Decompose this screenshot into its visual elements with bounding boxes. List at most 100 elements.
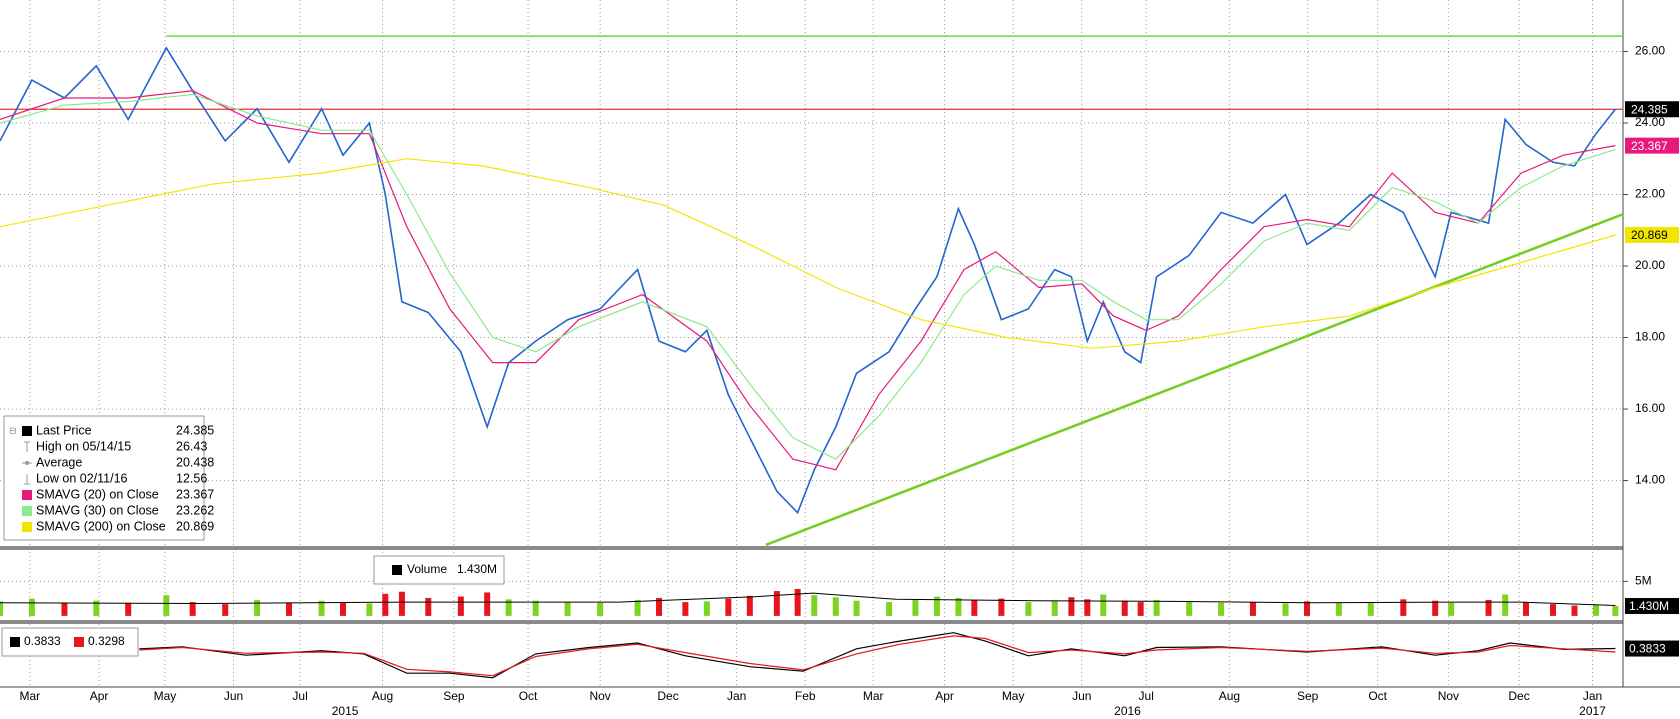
volume-bar [998, 598, 1005, 616]
volume-bar [682, 602, 689, 616]
legend-value: 20.438 [176, 455, 214, 469]
volume-bar [811, 595, 818, 616]
volume-bar [0, 601, 3, 616]
volume-bar [853, 600, 860, 616]
volume-bar [656, 597, 663, 616]
volume-legend-label: Volume [407, 562, 447, 576]
series-line [139, 632, 1616, 679]
legend-box [3, 415, 205, 541]
x-tick-label: Jun [1072, 689, 1091, 703]
year-label: 2016 [1114, 704, 1141, 718]
volume-bar [597, 602, 604, 616]
x-tick-label: Jun [224, 689, 243, 703]
x-tick-label: Jan [1583, 689, 1602, 703]
y-tick-label: 20.00 [1635, 258, 1665, 272]
volume-bar [1485, 600, 1492, 616]
price-line [0, 46, 1617, 515]
legend-value: 26.43 [176, 439, 207, 453]
legend: Last Price 24.385 High on 05/14/15 26.43 Ave… [3, 415, 214, 541]
volume-bar [564, 602, 571, 616]
y-tick-label: 18.00 [1635, 330, 1665, 344]
volume-bar [285, 602, 292, 616]
volume-bar [340, 602, 347, 616]
x-tick-label: Apr [90, 689, 109, 703]
x-tick-label: Jul [292, 689, 307, 703]
volume-average [0, 592, 1616, 606]
volume-bar [1335, 602, 1342, 616]
volume-bar [971, 600, 978, 616]
volume-tag-label: 1.430M [1629, 599, 1669, 613]
trendline [765, 213, 1624, 547]
volume-bar [1068, 597, 1075, 616]
osc-legend-value: 0.3833 [24, 634, 61, 648]
volume-bar [28, 598, 35, 616]
volume-bar [61, 603, 68, 616]
legend-label: SMAVG (30) on Close [36, 503, 159, 517]
volume-bar [1282, 603, 1289, 616]
x-tick-label: Aug [372, 689, 393, 703]
price-tag-label: 20.869 [1631, 228, 1668, 242]
legend-swatch [10, 637, 20, 647]
x-tick-label: Oct [1368, 689, 1387, 703]
volume-bar [1303, 601, 1310, 616]
x-tick-label: Dec [657, 689, 678, 703]
volume-bar [794, 588, 801, 616]
legend-value: 12.56 [176, 471, 207, 485]
x-tick-label: May [154, 689, 177, 703]
year-label: 2015 [332, 704, 359, 718]
volume-bar [634, 600, 641, 616]
volume-bar [398, 591, 405, 616]
volume-bar [703, 601, 710, 616]
volume-bar [832, 597, 839, 616]
price-tag [1625, 226, 1679, 243]
volume-legend-value: 1.430M [457, 562, 497, 576]
legend-label: Average [36, 455, 82, 469]
x-tick-label: Nov [589, 689, 610, 703]
volume-bar [1571, 605, 1578, 616]
volume-bar [254, 600, 261, 616]
y-tick-label: 16.00 [1635, 401, 1665, 415]
x-tick-label: Mar [19, 689, 40, 703]
volume-bar [725, 598, 732, 616]
volume-bar [163, 595, 170, 616]
legend-swatch [22, 490, 32, 500]
price-tag [1625, 101, 1679, 118]
legend-toggle: ⊟ [9, 425, 17, 435]
volume-tag [1625, 598, 1679, 615]
legend-value: 24.385 [176, 423, 214, 437]
osc-legend-box [1, 627, 139, 657]
volume-bar [1100, 594, 1107, 616]
volume-bar [1367, 602, 1374, 616]
volume-bar [1025, 602, 1032, 616]
volume-bar [484, 592, 491, 616]
series-line [0, 93, 1616, 460]
x-tick-label: Aug [1219, 689, 1240, 703]
volume-bar [1400, 599, 1407, 616]
price-tag [1625, 137, 1679, 154]
legend-value: 23.367 [176, 487, 214, 501]
year-label: 2017 [1579, 704, 1606, 718]
series-line [0, 158, 1616, 349]
x-tick-label: Jul [1139, 689, 1154, 703]
legend-swatch [22, 522, 32, 532]
legend-swatch [392, 565, 402, 575]
volume-bar [1153, 600, 1160, 616]
panel-separator [0, 620, 1623, 624]
x-tick-label: Sep [1297, 689, 1319, 703]
x-tick-label: Jan [727, 689, 746, 703]
x-tick-label: Oct [519, 689, 538, 703]
osc-legend-value: 0.3298 [88, 634, 125, 648]
legend-swatch [74, 637, 84, 647]
legend-label: Low on 02/11/16 [36, 471, 128, 485]
volume-bar [1592, 604, 1599, 616]
volume-bar [773, 591, 780, 616]
legend-value: 20.869 [176, 519, 214, 533]
osc-tag [1625, 640, 1679, 657]
volume-bar [1502, 594, 1509, 616]
series-line [139, 635, 1616, 677]
legend-label: SMAVG (20) on Close [36, 487, 159, 501]
volume-bar [912, 599, 919, 616]
panel-separator [0, 546, 1623, 550]
